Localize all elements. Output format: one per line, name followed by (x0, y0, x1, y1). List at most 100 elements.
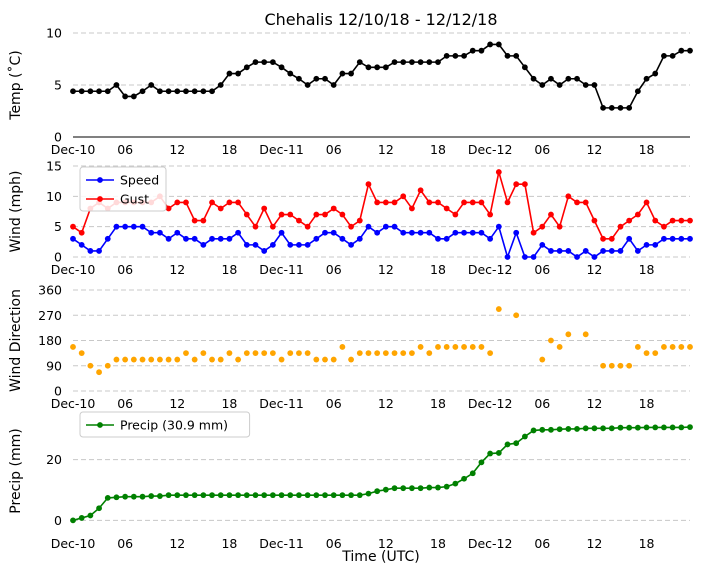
data-point (269, 59, 276, 66)
data-point (165, 492, 172, 499)
data-point (652, 424, 659, 431)
data-point (556, 82, 563, 88)
data-point (443, 235, 450, 242)
data-point (261, 350, 268, 357)
data-point (235, 70, 242, 77)
data-point (217, 356, 224, 363)
data-point (661, 344, 667, 350)
data-point (487, 350, 494, 357)
data-point (113, 82, 120, 88)
data-point (600, 104, 606, 111)
y-tick-label: 270 (38, 308, 62, 323)
data-point (452, 229, 459, 236)
data-point (226, 235, 233, 242)
panel-1: 0 5 10 Temp (˚C) Dec-10 06 12 18 Dec-11 06 12 18 Dec… (7, 26, 693, 157)
data-point (96, 248, 102, 254)
data-point (87, 88, 94, 95)
data-point (452, 480, 459, 487)
data-point (452, 52, 459, 59)
data-point (513, 312, 520, 319)
data-point (452, 344, 459, 350)
data-point (461, 344, 467, 350)
legend-label: Precip (30.9 mm) (120, 418, 228, 433)
data-point (78, 241, 85, 248)
data-point (287, 211, 294, 218)
data-point (409, 485, 415, 492)
data-point (600, 248, 606, 254)
data-point (183, 199, 189, 206)
data-point (443, 205, 450, 212)
data-point (409, 350, 415, 357)
data-point (269, 241, 276, 248)
y-tick-label: 5 (54, 219, 62, 234)
data-point (391, 59, 398, 66)
x-tick-label: 06 (534, 262, 550, 277)
data-point (374, 64, 381, 71)
data-point (539, 223, 546, 230)
data-point (174, 492, 181, 499)
data-point (296, 217, 302, 224)
data-point (678, 235, 685, 242)
data-point (548, 426, 554, 433)
data-point (565, 426, 572, 432)
data-point (148, 493, 155, 499)
data-point (113, 356, 120, 363)
data-point (217, 82, 224, 88)
data-point (495, 223, 502, 230)
data-point (591, 425, 598, 432)
data-point (356, 350, 363, 357)
y-tick-label: 90 (46, 358, 62, 373)
data-point (70, 235, 76, 242)
data-point (513, 229, 520, 236)
data-point (200, 88, 207, 95)
series-line (72, 426, 691, 522)
series-panel3 (70, 306, 693, 376)
data-point (487, 235, 494, 242)
data-point (104, 235, 111, 242)
data-point (652, 70, 659, 77)
data-point (643, 75, 650, 82)
data-point (191, 217, 198, 224)
data-point (243, 64, 250, 71)
data-point (435, 199, 441, 206)
data-point (661, 52, 667, 59)
data-point (339, 344, 346, 350)
data-point (165, 205, 172, 212)
data-point (130, 493, 137, 500)
data-point (426, 199, 433, 206)
data-point (435, 59, 441, 66)
x-tick-label: 06 (117, 142, 133, 157)
data-point (565, 331, 572, 338)
data-point (183, 88, 189, 95)
data-point (261, 59, 268, 66)
data-point (278, 356, 285, 363)
data-point (678, 424, 685, 431)
x-tick-label: 18 (221, 262, 237, 277)
data-point (487, 41, 494, 48)
data-point (391, 199, 398, 206)
data-point (574, 254, 580, 260)
data-point (678, 47, 685, 54)
data-point (617, 223, 624, 230)
legend-swatch-marker (97, 422, 103, 428)
x-tick-label: 06 (117, 536, 133, 551)
data-point (365, 181, 372, 188)
data-point (582, 82, 589, 88)
data-point (148, 229, 155, 236)
data-point (226, 350, 233, 357)
x-tick-label: 12 (169, 262, 185, 277)
data-point (191, 492, 198, 499)
x-tick-label: Dec-11 (259, 396, 304, 411)
x-tick-label: 12 (378, 142, 394, 157)
data-point (252, 59, 259, 66)
data-point (348, 241, 354, 248)
data-point (687, 235, 693, 242)
x-tick-label: 06 (326, 396, 342, 411)
data-point (330, 356, 337, 363)
data-point (469, 470, 476, 477)
data-point (243, 350, 250, 357)
data-point (400, 350, 407, 357)
data-point (304, 223, 311, 230)
data-point (669, 217, 676, 224)
data-point (478, 199, 485, 206)
